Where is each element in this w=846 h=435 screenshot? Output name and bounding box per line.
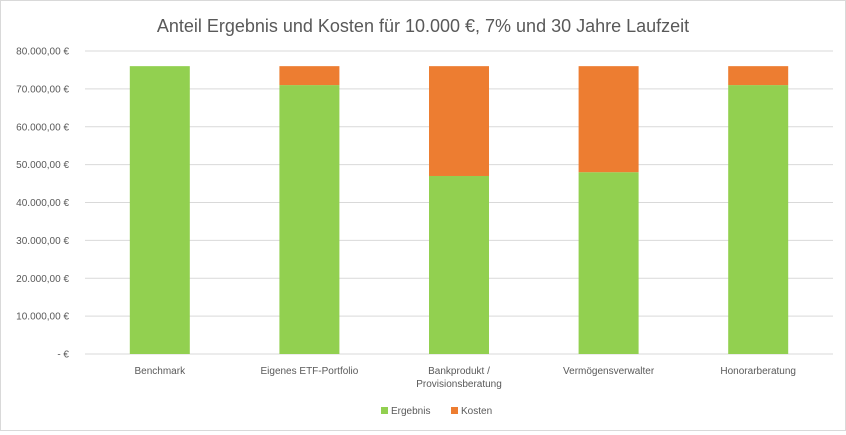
- y-tick-label: - €: [57, 350, 69, 361]
- bar-kosten: [728, 66, 789, 86]
- x-tick-label: Eigenes ETF-Portfolio: [260, 366, 358, 377]
- bar-ergebnis: [728, 85, 789, 355]
- bar-ergebnis: [279, 85, 340, 355]
- y-tick-label: 80.000,00 €: [16, 47, 69, 58]
- legend-label-kosten: Kosten: [461, 406, 492, 417]
- y-tick-label: 50.000,00 €: [16, 160, 69, 171]
- legend-swatch-kosten: [451, 407, 458, 414]
- y-tick-label: 20.000,00 €: [16, 274, 69, 285]
- legend-label-ergebnis: Ergebnis: [391, 406, 430, 417]
- y-tick-label: 10.000,00 €: [16, 312, 69, 323]
- y-tick-label: 30.000,00 €: [16, 236, 69, 247]
- bar-ergebnis: [429, 175, 489, 354]
- y-axis-labels: - € 10.000,00 € 20.000,00 € 30.000,00 € 40.0…: [16, 47, 69, 361]
- x-tick-label: Honorarberatung: [720, 366, 796, 377]
- x-tick-label: Bankprodukt / Provisionsberatung: [416, 366, 502, 390]
- bar-ergebnis: [578, 172, 639, 354]
- legend: Ergebnis Kosten: [381, 406, 492, 417]
- bar-kosten: [429, 66, 489, 176]
- x-tick-label: Benchmark: [135, 366, 187, 377]
- y-tick-label: 70.000,00 €: [16, 84, 69, 95]
- bar-kosten: [279, 66, 340, 86]
- bar-kosten: [578, 66, 639, 173]
- x-axis-labels: Benchmark Eigenes ETF-Portfolio Bankproduk…: [135, 366, 796, 390]
- chart-title: Anteil Ergebnis und Kosten für 10.000 €,…: [157, 16, 689, 36]
- y-tick-label: 60.000,00 €: [16, 122, 69, 133]
- y-tick-label: 40.000,00 €: [16, 198, 69, 209]
- legend-swatch-ergebnis: [381, 407, 388, 414]
- bars: [129, 66, 789, 355]
- x-tick-label: Vermögensverwalter: [563, 366, 655, 377]
- bar-ergebnis: [129, 66, 190, 355]
